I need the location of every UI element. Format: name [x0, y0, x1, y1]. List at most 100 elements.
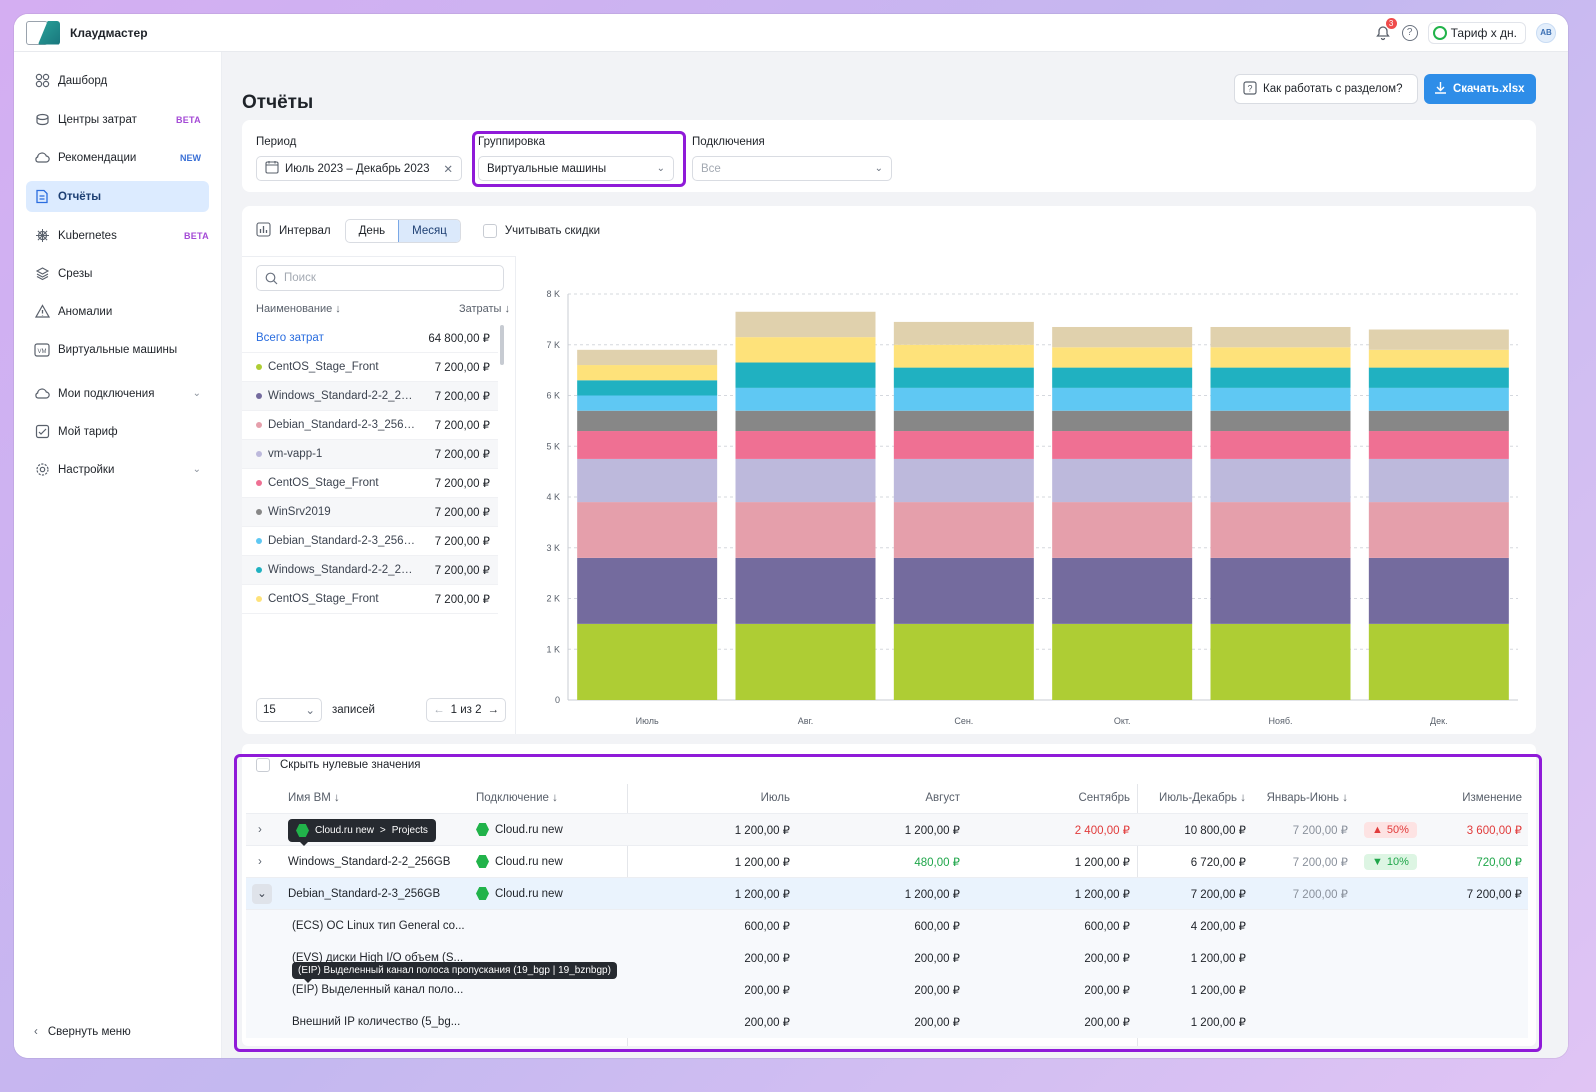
notifications-button[interactable]: 3 — [1374, 17, 1397, 42]
list-item-value: 7 200,00 ₽ — [434, 507, 490, 519]
help-icon[interactable]: ? — [1401, 24, 1418, 41]
sidebar-item-dashboard[interactable]: Дашборд — [26, 65, 209, 96]
bar-segment — [735, 337, 876, 363]
sidebar-item-settings[interactable]: Настройки ⌄ — [26, 454, 209, 485]
list-scrollbar[interactable] — [500, 325, 504, 365]
sidebar-item-label: Мой тариф — [58, 425, 118, 438]
search-input[interactable]: Поиск — [256, 265, 504, 291]
collapse-icon[interactable]: ⌄ — [252, 883, 272, 904]
aug-cell: 480,00 ₽ — [914, 856, 960, 869]
coins-icon — [34, 112, 50, 128]
list-item-value: 7 200,00 ₽ — [434, 565, 490, 577]
dashboard-icon — [34, 73, 50, 89]
logo-icon — [26, 20, 60, 45]
bar-segment — [1052, 557, 1193, 624]
sidebar-item-reports[interactable]: Отчёты — [26, 181, 209, 212]
col-connection[interactable]: Подключение ↓ — [476, 791, 558, 804]
change-pct-badge: ▼ 10% — [1364, 853, 1417, 870]
column-cost-sort[interactable]: Затраты ↓ — [458, 303, 510, 315]
jul-cell: 200,00 ₽ — [744, 985, 790, 997]
period-picker[interactable]: Июль 2023 – Декабрь 2023 ✕ — [256, 156, 462, 181]
chevron-down-icon: ⌄ — [192, 464, 201, 475]
bar-segment — [735, 431, 876, 459]
y-tick-label: 4 K — [546, 492, 560, 502]
x-tick-label: Нояб. — [1268, 716, 1292, 726]
bar-segment — [577, 380, 718, 396]
page-size-select[interactable]: 15 ⌄ — [256, 698, 322, 722]
series-color-dot — [256, 451, 262, 457]
chevron-down-icon: ⌄ — [656, 163, 665, 174]
table-row-expanded[interactable]: ⌄ Debian_Standard-2-3_256GB Cloud.ru new… — [246, 878, 1528, 910]
connections-select[interactable]: Все ⌄ — [692, 156, 892, 181]
list-item[interactable]: CentOS_Stage_Front 7 200,00 ₽ — [242, 469, 498, 498]
sidebar-item-kubernetes[interactable]: Kubernetes BETA — [26, 220, 209, 251]
sidebar-item-recommendations[interactable]: Рекомендации NEW — [26, 142, 209, 173]
jan-jun-cell: 7 200,00 ₽ — [1292, 888, 1348, 901]
jul-dec-cell: 1 200,00 ₽ — [1190, 1017, 1246, 1029]
sidebar-item-tariff[interactable]: Мой тариф — [26, 416, 209, 447]
column-name-sort[interactable]: Наименование ↓ — [256, 303, 341, 315]
table-row[interactable]: › Cloud.ru new 1 200,00 ₽ 1 200,00 ₽ 2 4… — [246, 814, 1528, 846]
list-item-value: 7 200,00 ₽ — [434, 478, 490, 490]
bar-segment — [1368, 387, 1509, 411]
collapse-menu-button[interactable]: ‹ Свернуть меню — [34, 1026, 131, 1038]
chevron-down-icon: ⌄ — [874, 163, 883, 174]
collapse-menu-label: Свернуть меню — [47, 1026, 131, 1038]
list-item[interactable]: CentOS_Stage_Front 7 200,00 ₽ — [242, 353, 498, 382]
clear-icon[interactable]: ✕ — [443, 163, 453, 176]
prev-page-icon[interactable]: ← — [433, 704, 445, 716]
list-item[interactable]: Windows_Standard-2-2_256GB 7 200,00 ₽ — [242, 382, 498, 411]
hide-zero-checkbox[interactable] — [256, 758, 270, 772]
col-jan-jun[interactable]: Январь-Июнь ↓ — [1266, 791, 1348, 804]
tariff-button[interactable]: Тариф х дн. — [1427, 21, 1526, 44]
list-item[interactable]: Debian_Standard-2-3_256GB 7 200,00 ₽ — [242, 411, 498, 440]
next-page-icon[interactable]: → — [487, 704, 500, 716]
bar-segment — [1210, 557, 1351, 624]
table-row[interactable]: › Windows_Standard-2-2_256GB Cloud.ru ne… — [246, 846, 1528, 878]
sidebar-item-anomalies[interactable]: Аномалии — [26, 296, 209, 327]
arrow-up-icon: ▲ — [1372, 823, 1383, 836]
cloud-ru-icon — [476, 855, 489, 868]
sidebar-item-label: Отчёты — [58, 190, 102, 203]
main-content: Отчёты ? Как работать с разделом? Скачат… — [222, 52, 1568, 1058]
calendar-icon — [265, 160, 279, 177]
avatar[interactable]: АВ — [1536, 22, 1556, 43]
list-item[interactable]: Debian_Standard-2-3_256GB 7 200,00 ₽ — [242, 527, 498, 556]
col-vm-name[interactable]: Имя ВМ ↓ — [288, 791, 340, 804]
discounts-checkbox[interactable] — [482, 224, 497, 238]
help-section-button[interactable]: ? Как работать с разделом? — [1234, 74, 1418, 104]
list-item[interactable]: vm-vapp-1 7 200,00 ₽ — [242, 440, 498, 469]
tooltip-connection: Cloud.ru new — [315, 825, 374, 836]
sidebar-item-vms[interactable]: VM Виртуальные машины — [26, 334, 209, 365]
x-tick-label: Сен. — [954, 716, 973, 726]
bar-segment — [735, 362, 876, 388]
total-label: Всего затрат — [256, 332, 324, 344]
grouping-select[interactable]: Виртуальные машины ⌄ — [478, 156, 674, 181]
grouping-highlight — [472, 131, 686, 187]
bar-segment — [577, 458, 718, 503]
notification-count: 3 — [1385, 17, 1397, 29]
list-item[interactable]: CentOS_Stage_Front 7 200,00 ₽ — [242, 585, 498, 614]
sidebar-item-label: Аномалии — [58, 305, 113, 318]
bar-segment — [1368, 367, 1509, 388]
interval-month-button[interactable]: Месяц — [398, 220, 460, 242]
sidebar-item-slices[interactable]: Срезы — [26, 258, 209, 289]
download-xlsx-button[interactable]: Скачать.xlsx — [1424, 74, 1536, 104]
cloud-ru-icon — [296, 824, 309, 837]
connection-cell: Cloud.ru new — [476, 887, 563, 900]
total-row[interactable]: Всего затрат 64 800,00 ₽ — [242, 324, 498, 353]
interval-day-button[interactable]: День — [358, 225, 386, 237]
aug-cell: 200,00 ₽ — [914, 953, 960, 965]
list-item[interactable]: Windows_Standard-2-2_256GB 7 200,00 ₽ — [242, 556, 498, 585]
expand-icon[interactable]: › — [258, 823, 262, 836]
interval-icon — [256, 222, 271, 240]
cost-list: Поиск Наименование ↓ Затраты ↓ Всего зат… — [242, 256, 516, 734]
list-item[interactable]: WinSrv2019 7 200,00 ₽ — [242, 498, 498, 527]
bar-segment — [735, 311, 876, 338]
bar-segment — [893, 344, 1034, 368]
cloud-ru-icon — [476, 887, 489, 900]
sidebar-item-connections[interactable]: Мои подключения ⌄ — [26, 378, 209, 409]
col-jul-dec[interactable]: Июль-Декабрь ↓ — [1159, 791, 1246, 804]
expand-icon[interactable]: › — [258, 855, 262, 868]
sidebar-item-cost-centers[interactable]: Центры затрат BETA — [26, 104, 209, 135]
